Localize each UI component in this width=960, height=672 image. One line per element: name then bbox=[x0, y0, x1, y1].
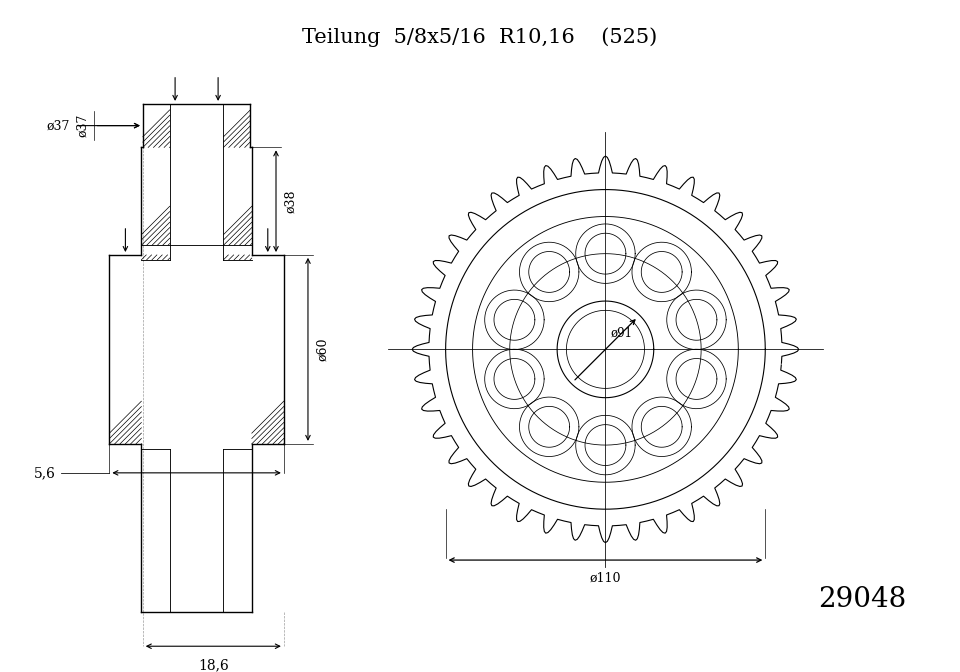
Text: ø37: ø37 bbox=[47, 119, 70, 132]
Text: ø37: ø37 bbox=[77, 114, 89, 137]
Text: ø91: ø91 bbox=[611, 327, 633, 339]
Text: ø38: ø38 bbox=[284, 190, 297, 213]
Text: ø110: ø110 bbox=[589, 572, 621, 585]
Text: 18,6: 18,6 bbox=[198, 658, 228, 672]
Text: Teilung  5/8x5/16  R10,16    (525): Teilung 5/8x5/16 R10,16 (525) bbox=[302, 28, 658, 47]
Text: 5,6: 5,6 bbox=[35, 466, 57, 480]
Text: 29048: 29048 bbox=[818, 586, 906, 613]
Text: ø60: ø60 bbox=[316, 337, 328, 361]
